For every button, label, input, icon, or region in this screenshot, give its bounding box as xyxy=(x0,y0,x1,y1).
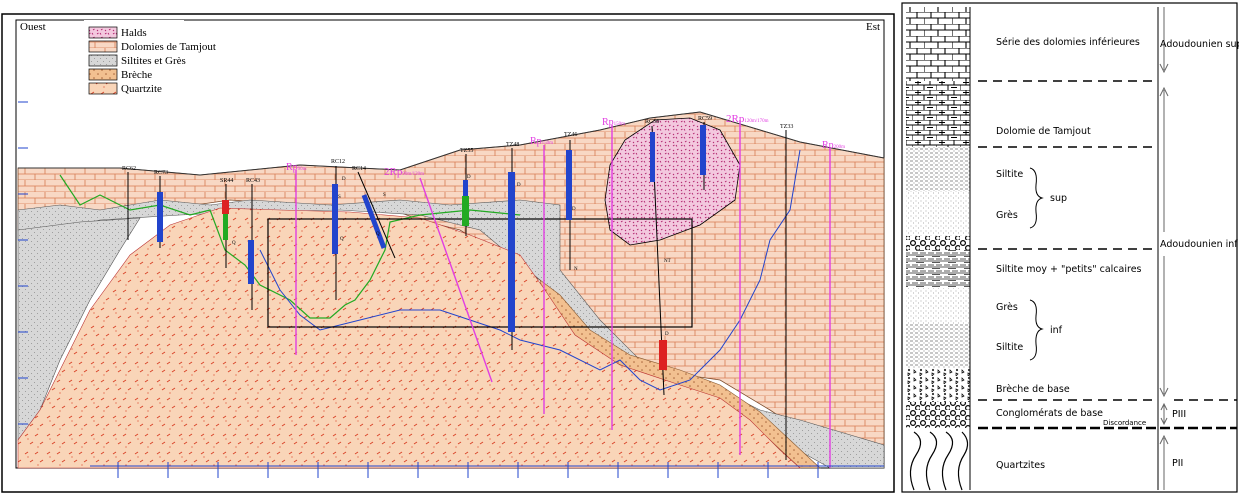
svg-text:RC43: RC43 xyxy=(246,178,260,184)
legend-swatch-siltite xyxy=(88,54,118,67)
west-label: Ouest xyxy=(20,21,46,33)
rp-holes xyxy=(295,120,831,468)
quartzite-layer xyxy=(17,207,801,469)
rp-label-2: 2Rp90m/120m xyxy=(384,166,424,178)
scale-ticks xyxy=(117,462,819,478)
unit-serie-dolomies: Série des dolomies inférieures xyxy=(996,37,1140,48)
svg-text:RC73: RC73 xyxy=(154,170,168,176)
east-label: Est xyxy=(866,21,880,33)
small-labels: Q Q D D D D S S N NT Q D xyxy=(232,175,671,337)
svg-text:RC12: RC12 xyxy=(331,159,345,165)
svg-text:Q: Q xyxy=(340,237,344,242)
topographic-surface xyxy=(18,111,885,176)
drillhole-rc73: RC73 xyxy=(154,170,168,248)
drillhole-rc14: RC14 xyxy=(352,166,396,259)
drillhole-rc59: RC59 xyxy=(698,116,712,190)
unit-conglomerats-base: Conglomérats de base xyxy=(996,408,1103,419)
legend-swatch-breche xyxy=(88,68,118,81)
legend: Halds Dolomies de Tamjout Siltites et Gr… xyxy=(84,20,216,110)
discordance-label: Discordance xyxy=(1103,419,1146,427)
unit-gres-sup: Grès xyxy=(996,210,1018,221)
age-adoudounien-sup: Adoudounien sup xyxy=(1160,39,1239,50)
siltite-layer xyxy=(17,199,885,469)
unit-boundaries xyxy=(978,80,1237,401)
legend-label-breche: Brèche xyxy=(121,69,152,81)
drillhole-tz33: TZ33 xyxy=(780,124,793,460)
svg-text:D: D xyxy=(572,207,576,212)
svg-text:RC14: RC14 xyxy=(352,166,366,172)
svg-text:RC62: RC62 xyxy=(122,166,136,172)
rp-label-4: Rp150m xyxy=(602,117,625,128)
svg-text:RC59: RC59 xyxy=(698,116,712,122)
rp-labels: Rp90m 2Rp90m/120m Rp150m Rp150m 2Rp120m/… xyxy=(286,113,845,178)
stratigraphic-column-panel: Série des dolomies inférieures Dolomie d… xyxy=(901,2,1239,493)
svg-text:D: D xyxy=(665,332,669,337)
brace-inf xyxy=(1029,299,1044,361)
drillhole-tz46: TZ46 xyxy=(564,132,577,270)
study-area-box xyxy=(267,218,693,328)
svg-text:TZ33: TZ33 xyxy=(780,124,793,130)
drillholes: RC62 RC73 SR44 RC43 RC12 xyxy=(122,116,793,460)
drillhole-tz55: TZ55 xyxy=(460,148,473,236)
rp-label-5: 2Rp120m/170m xyxy=(726,113,769,125)
cross-section-panel: Halds Dolomies de Tamjout Siltites et Gr… xyxy=(1,13,895,493)
rp-label-1: Rp90m xyxy=(286,162,307,173)
legend-swatch-dolomie xyxy=(88,40,118,53)
unit-siltite-inf: Siltite xyxy=(996,342,1023,353)
svg-text:N: N xyxy=(574,267,578,272)
legend-swatch-quartzite xyxy=(88,82,118,95)
svg-text:SR44: SR44 xyxy=(220,178,233,184)
svg-text:NT: NT xyxy=(664,259,671,264)
svg-text:S: S xyxy=(383,193,386,198)
legend-swatch-halds xyxy=(88,26,118,39)
brace-inf-label: inf xyxy=(1050,325,1063,336)
svg-text:D: D xyxy=(467,175,471,180)
drillhole-rc12: RC12 xyxy=(331,159,345,300)
age-arrows xyxy=(1159,7,1169,490)
drillhole-rc62: RC62 xyxy=(122,166,136,240)
svg-text:Q: Q xyxy=(232,241,236,246)
age-pii: PII xyxy=(1172,458,1183,469)
unit-siltite-moy: Siltite moy + "petits" calcaires xyxy=(996,264,1142,275)
legend-label-halds: Halds xyxy=(121,27,147,39)
svg-text:RC58: RC58 xyxy=(645,119,659,125)
svg-text:D: D xyxy=(342,177,346,182)
unit-breche-base: Brèche de base xyxy=(996,384,1070,395)
brace-sup-label: sup xyxy=(1050,193,1067,204)
svg-text:D: D xyxy=(517,183,521,188)
unit-dolomie-tamjout: Dolomie de Tamjout xyxy=(996,126,1091,137)
green-contour xyxy=(59,174,521,319)
unit-gres-inf: Grès xyxy=(996,302,1018,313)
elevation-ticks xyxy=(18,101,28,425)
drillhole-rc58: RC58 xyxy=(645,119,667,396)
legend-label-siltite: Siltites et Grès xyxy=(121,55,186,67)
unit-siltite-sup: Siltite xyxy=(996,169,1023,180)
unit-quartzites: Quartzites xyxy=(996,460,1045,471)
quartzite-folds xyxy=(909,431,969,491)
legend-label-quartzite: Quartzite xyxy=(121,83,162,95)
blue-contour xyxy=(259,149,801,391)
brace-sup xyxy=(1029,167,1044,229)
drillhole-rc43: RC43 xyxy=(246,178,260,310)
age-piii: PIII xyxy=(1172,409,1186,420)
drillhole-tz48: TZ48 xyxy=(506,142,519,350)
svg-text:TZ55: TZ55 xyxy=(460,148,473,154)
svg-text:TZ46: TZ46 xyxy=(564,132,577,138)
rp-label-3: Rp150m xyxy=(530,136,553,147)
svg-text:S: S xyxy=(338,195,341,200)
drillhole-sr44: SR44 xyxy=(220,178,233,268)
svg-text:TZ48: TZ48 xyxy=(506,142,519,148)
rp-label-6: Rp200m xyxy=(822,140,845,151)
legend-label-dolomie: Dolomies de Tamjout xyxy=(121,41,216,53)
halds-body xyxy=(604,117,741,246)
svg-text:Q: Q xyxy=(376,232,380,237)
age-adoudounien-inf: Adoudounien inf xyxy=(1160,239,1238,250)
